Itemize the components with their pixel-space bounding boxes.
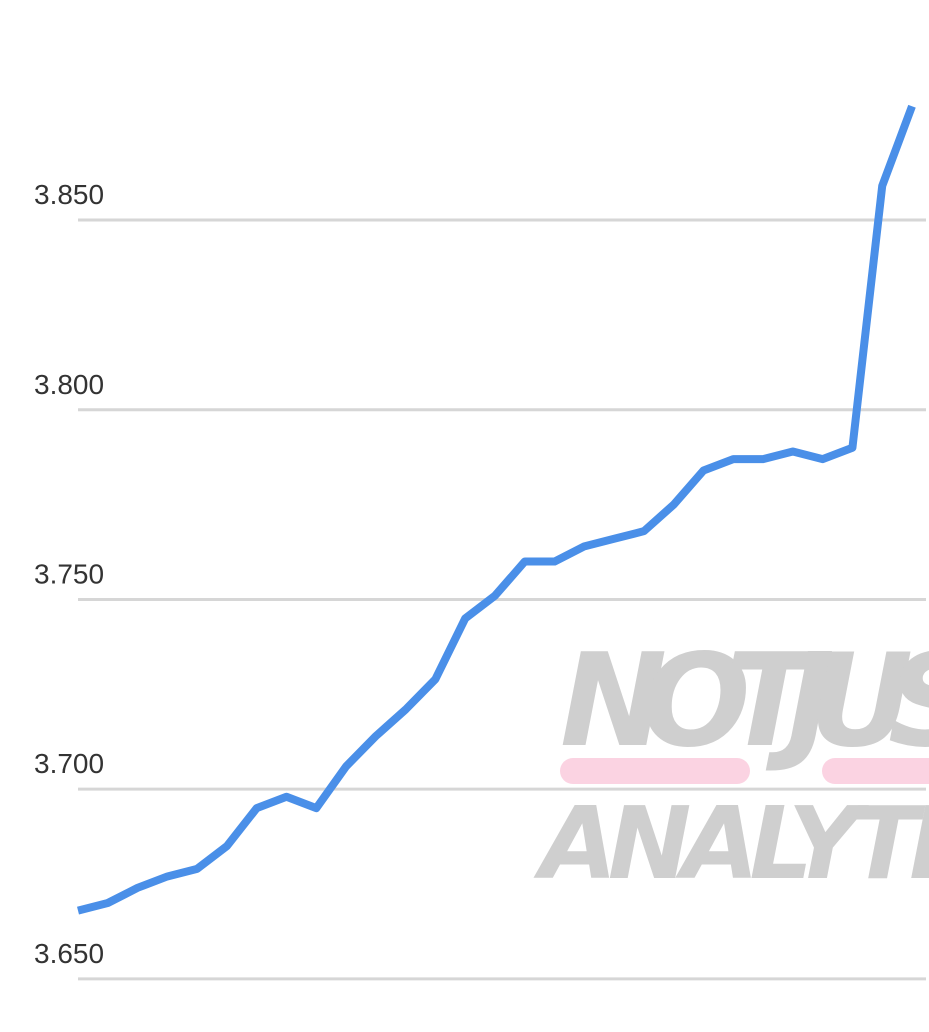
y-tick-label: 3.650 <box>34 938 104 969</box>
watermark: ANALYTIC <box>533 785 929 902</box>
y-tick-label: 3.750 <box>34 558 104 589</box>
watermark-bar <box>560 758 750 784</box>
y-tick-label: 3.700 <box>34 748 104 779</box>
line <box>77 104 916 915</box>
y-tick-label: 3.850 <box>34 179 104 210</box>
watermark: NOTJUS <box>560 627 929 776</box>
watermark-bar <box>822 758 929 784</box>
y-tick-label: 3.800 <box>34 369 104 400</box>
